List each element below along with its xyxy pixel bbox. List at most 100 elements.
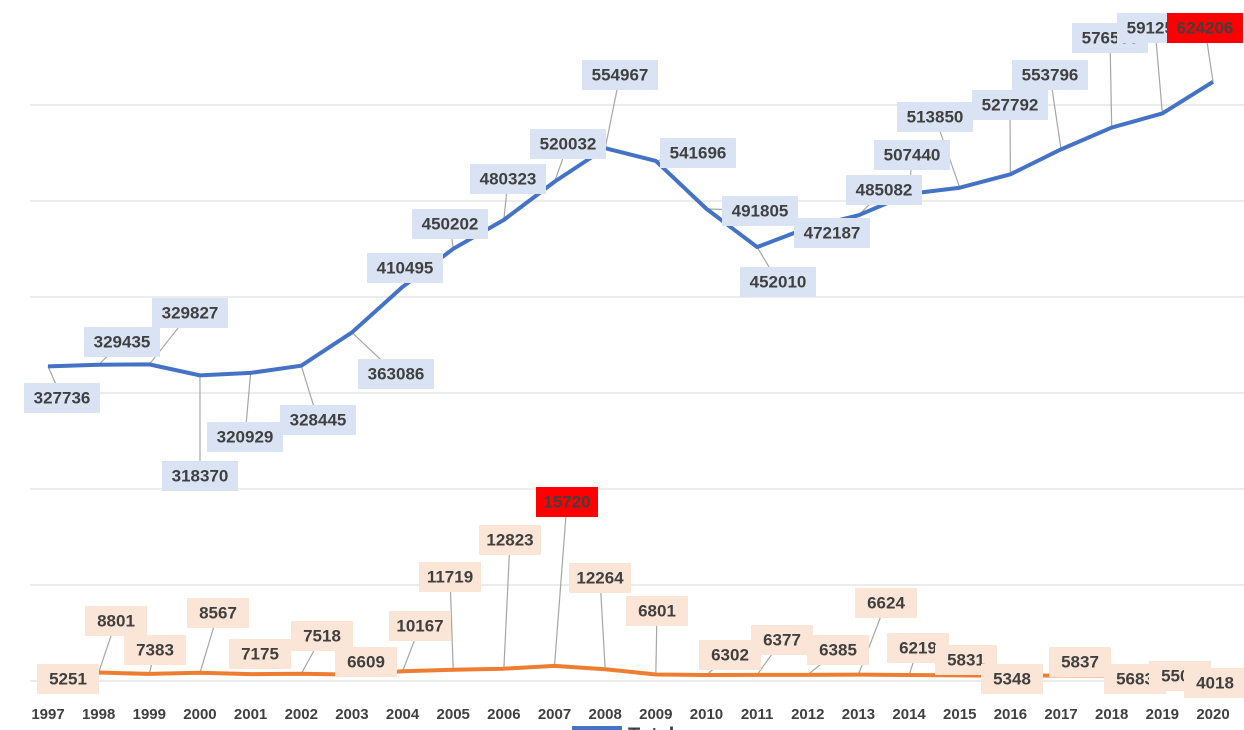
x-tick-label: 2002 (285, 706, 318, 723)
data-label-box (280, 405, 356, 435)
data-label-box (660, 138, 736, 168)
data-label: 6219 (899, 638, 937, 657)
data-label: 491805 (732, 201, 789, 220)
data-label-box (1167, 13, 1243, 43)
data-label-box (807, 635, 869, 665)
data-label-box (874, 140, 950, 170)
data-label-box (722, 196, 798, 226)
data-label-box (626, 596, 688, 626)
data-label-box (479, 525, 541, 555)
data-label: 5683 (1116, 669, 1154, 688)
data-label: 5251 (49, 669, 87, 688)
data-label-box (358, 359, 434, 389)
data-label-box (389, 611, 451, 641)
data-label: 320929 (217, 427, 274, 446)
x-tick-label: 2005 (437, 706, 470, 723)
data-label-box (897, 102, 973, 132)
leader-line (503, 539, 511, 669)
data-label-box (24, 383, 100, 413)
data-label: 6624 (867, 593, 905, 612)
data-label: 450202 (422, 214, 479, 233)
data-label: 541696 (670, 143, 727, 162)
data-label: 6801 (638, 601, 676, 620)
x-tick-label: 2012 (791, 706, 824, 723)
data-label: 507440 (884, 145, 941, 164)
data-label: 513850 (907, 107, 964, 126)
data-label: 7175 (241, 644, 279, 663)
data-label: 7383 (136, 640, 174, 659)
data-label: 327736 (34, 388, 91, 407)
data-label-box (367, 253, 443, 283)
x-tick-label: 2011 (741, 706, 774, 723)
data-label: 11719 (427, 567, 473, 586)
x-tick-label: 2017 (1044, 706, 1077, 723)
data-label: 15720 (543, 492, 590, 511)
data-label-box (855, 588, 917, 618)
data-label-box (981, 664, 1043, 694)
data-label: 12823 (486, 530, 533, 549)
x-tick-label: 2013 (842, 706, 875, 723)
data-label-box (162, 461, 238, 491)
data-label-box (291, 621, 353, 651)
data-label: 8567 (199, 603, 237, 622)
x-tick-label: 2020 (1196, 706, 1229, 723)
x-tick-label: 2018 (1095, 706, 1128, 723)
data-label: 12264 (576, 568, 624, 587)
data-label-box (972, 90, 1048, 120)
x-tick-label: 2009 (639, 706, 672, 723)
x-tick-label: 2000 (183, 706, 216, 723)
x-tick-label: 2003 (335, 706, 368, 723)
data-label-box (1049, 647, 1111, 677)
x-tick-label: 2008 (588, 706, 621, 723)
data-label-box (846, 175, 922, 205)
data-label-box (536, 487, 598, 517)
data-label: 6609 (347, 652, 385, 671)
x-tick-label: 1999 (133, 706, 166, 723)
data-label: 10167 (396, 616, 443, 635)
x-tick-label: 2016 (994, 706, 1027, 723)
data-label: 8801 (97, 611, 135, 630)
data-label-box (1012, 60, 1088, 90)
data-label: 624206 (1177, 18, 1234, 37)
data-label-box (229, 639, 291, 669)
data-label-box (699, 640, 761, 670)
data-label: 452010 (750, 272, 807, 291)
data-label-box (419, 562, 481, 592)
legend-label: Total (628, 724, 674, 730)
data-label-box (582, 60, 658, 90)
data-label-box (569, 563, 631, 593)
data-label-box (207, 422, 283, 452)
data-label: 554967 (592, 65, 649, 84)
x-tick-label: 1998 (82, 706, 115, 723)
data-label-box (85, 606, 147, 636)
data-label: 5837 (1061, 652, 1099, 671)
data-label-box (751, 625, 813, 655)
data-label-box (152, 298, 228, 328)
x-tick-label: 2010 (690, 706, 723, 723)
data-label-box (37, 664, 99, 694)
x-tick-label: 2004 (386, 706, 420, 723)
data-label: 5831 (947, 650, 985, 669)
x-tick-label: 2019 (1146, 706, 1179, 723)
data-label-box (470, 164, 546, 194)
data-label-box (187, 598, 249, 628)
data-label-box (740, 267, 816, 297)
data-label-box (124, 635, 186, 665)
data-label: 363086 (368, 364, 425, 383)
series-line (47, 80, 1215, 378)
data-label: 6385 (819, 640, 857, 659)
data-label: 329435 (94, 332, 151, 351)
data-label: 7518 (303, 626, 341, 645)
data-label: 329827 (162, 303, 219, 322)
leader-line (449, 576, 454, 670)
x-tick-label: 2014 (892, 706, 926, 723)
data-label-box (412, 209, 488, 239)
data-label: 6302 (711, 645, 749, 664)
data-label-box (530, 129, 606, 159)
data-label: 328445 (290, 410, 347, 429)
data-label: 485082 (856, 180, 913, 199)
data-label: 480323 (480, 169, 537, 188)
data-label: 472187 (804, 223, 861, 242)
data-label: 410495 (377, 258, 434, 277)
